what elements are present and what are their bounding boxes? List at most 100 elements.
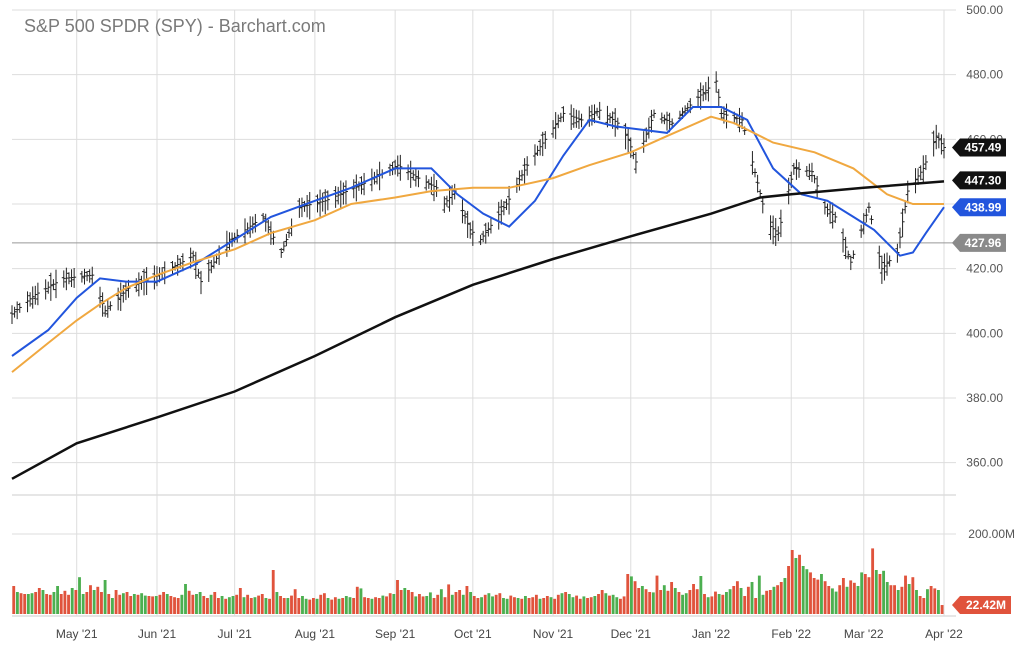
volume-bar — [304, 598, 308, 614]
volume-bar — [567, 594, 571, 614]
volume-bar — [852, 582, 856, 614]
x-tick-label: Oct '21 — [454, 627, 492, 641]
x-tick-label: Dec '21 — [611, 627, 652, 641]
volume-bar — [180, 594, 184, 614]
volume-tick-label: 200.00M — [968, 527, 1015, 541]
volume-bar — [30, 593, 34, 614]
volume-bar — [809, 572, 812, 614]
volume-bar — [253, 597, 257, 614]
volume-bar — [662, 585, 666, 614]
volume-bar — [224, 598, 228, 614]
x-tick-label: Jun '21 — [138, 627, 177, 641]
volume-bar — [637, 588, 641, 614]
x-tick-label: May '21 — [56, 627, 98, 641]
volume-bar — [407, 590, 410, 614]
volume-bar — [582, 596, 586, 614]
volume-bar — [926, 589, 929, 614]
volume-bar — [706, 597, 710, 614]
moving-average-line — [11, 106, 945, 357]
volume-bar — [735, 581, 739, 614]
x-tick-label: Feb '22 — [771, 627, 811, 641]
volume-bar — [659, 590, 663, 614]
volume-bar — [352, 598, 356, 614]
volume-bar — [644, 589, 648, 614]
volume-bar — [293, 589, 297, 614]
volume-bar — [845, 586, 849, 614]
volume-bar — [882, 570, 886, 614]
volume-bar — [242, 597, 246, 614]
volume-bar — [502, 598, 505, 614]
volume-bar — [85, 592, 89, 614]
volume-bar — [754, 598, 758, 614]
volume-bar — [443, 597, 447, 614]
volume-bar — [666, 590, 670, 614]
volume-bar — [929, 586, 933, 614]
volume-bar — [428, 592, 432, 614]
volume-bar — [893, 585, 896, 614]
volume-bar — [392, 594, 396, 614]
volume-bar — [414, 596, 418, 614]
volume-bar — [640, 586, 644, 614]
x-tick-label: Jul '21 — [217, 627, 252, 641]
x-tick-label: Aug '21 — [295, 627, 336, 641]
volume-bar — [772, 586, 776, 614]
volume-bar — [432, 598, 436, 614]
volume-bar — [439, 589, 443, 614]
volume-bar — [725, 592, 728, 614]
volume-bar — [545, 596, 549, 614]
volume-bar — [768, 590, 772, 614]
volume-bar — [911, 577, 915, 614]
volume-bar — [787, 566, 790, 614]
volume-bar — [173, 597, 176, 614]
volume-bar — [388, 593, 392, 614]
volume-bar — [257, 595, 261, 614]
volume-bar — [542, 598, 546, 614]
volume-bar — [878, 574, 882, 614]
volume-bar — [447, 584, 451, 614]
volume-bar — [491, 596, 494, 614]
price-tick-label: 500.00 — [966, 3, 1003, 17]
volume-bar — [454, 592, 458, 614]
volume-bar — [820, 574, 823, 614]
volume-bar — [633, 581, 637, 614]
volume-bar — [575, 595, 579, 614]
volume-bar — [286, 598, 290, 614]
volume-bar — [604, 593, 608, 614]
volume-bar — [268, 598, 271, 614]
volume-bar — [670, 582, 674, 614]
volume-bar — [165, 594, 169, 614]
volume-bar — [779, 582, 783, 614]
volume-bar — [41, 590, 45, 614]
volume-bar — [107, 594, 111, 614]
volume-bar — [520, 598, 524, 614]
volume-bar — [801, 566, 805, 614]
price-tick-label: 400.00 — [966, 326, 1003, 340]
volume-bar — [74, 590, 78, 614]
volume-bar — [326, 598, 330, 614]
volume-bar — [260, 594, 264, 614]
price-label-tag — [952, 171, 1006, 190]
price-tick-label: 420.00 — [966, 262, 1003, 276]
volume-bar — [220, 596, 224, 614]
volume-bar — [81, 594, 85, 614]
volume-bar — [629, 576, 633, 614]
volume-bar — [385, 596, 388, 614]
volume-bar — [151, 596, 155, 614]
volume-bar — [527, 598, 531, 614]
volume-bar — [626, 574, 630, 614]
volume-bar — [841, 578, 845, 614]
volume-bar — [319, 594, 323, 614]
volume-bar — [377, 598, 381, 614]
volume-bar — [823, 581, 827, 614]
volume-bar — [282, 598, 286, 614]
x-tick-label: Apr '22 — [925, 627, 963, 641]
volume-bar — [505, 598, 509, 614]
volume-bar — [918, 596, 922, 614]
volume-bar — [154, 596, 158, 614]
volume-bar — [611, 594, 615, 614]
volume-bar — [838, 585, 842, 614]
volume-bar — [874, 570, 878, 614]
volume-bar — [140, 593, 144, 614]
volume-bar — [290, 595, 293, 614]
volume-bar — [600, 590, 604, 614]
